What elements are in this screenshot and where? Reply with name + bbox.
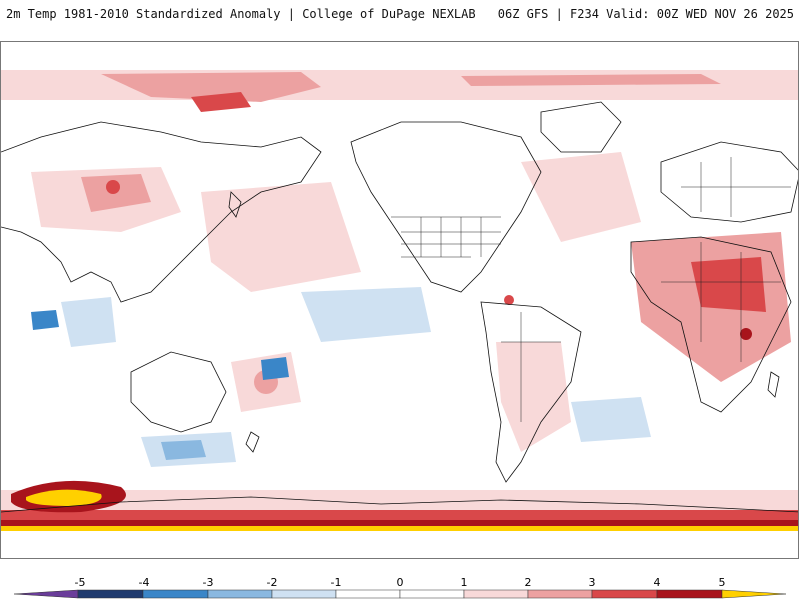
antarctic-max-band xyxy=(1,526,798,531)
coast-south-america xyxy=(480,301,582,483)
colorbar-tick-pos1: 1 xyxy=(460,576,468,589)
arctic-strong-patch xyxy=(191,92,251,112)
colorbar-tick-neg2: -2 xyxy=(266,576,278,589)
colorbar-tick-pos3: 3 xyxy=(588,576,596,589)
coast-asia xyxy=(1,121,322,303)
colorbar-seg-neg3 xyxy=(142,589,209,599)
arctic-right-patch xyxy=(461,74,721,86)
colorbar-tick-pos5: 5 xyxy=(718,576,726,589)
colorbar-seg-neutral-b xyxy=(399,589,465,599)
coast-madagascar xyxy=(767,371,780,398)
colorbar-tick-neg4: -4 xyxy=(138,576,150,589)
colorbar: -5 -4 -3 -2 -1 0 1 2 3 4 5 xyxy=(0,570,800,600)
pacific-warm-area xyxy=(201,182,361,292)
coast-antarctica xyxy=(1,496,798,513)
colorbar-seg-pos3 xyxy=(591,589,658,599)
colorbar-seg-neg1 xyxy=(271,589,337,599)
colorbar-tick-neg1: -1 xyxy=(330,576,342,589)
antarctic-max-blob-inner xyxy=(26,489,102,506)
coast-japan xyxy=(228,191,242,218)
indian-ocean-cool xyxy=(61,297,116,347)
header: 2m Temp 1981-2010 Standardized Anomaly |… xyxy=(0,0,800,30)
colorbar-tick-neg5: -5 xyxy=(74,576,86,589)
anomaly-map xyxy=(0,41,799,559)
antarctic-extreme-band xyxy=(1,520,798,526)
colorbar-seg-pos2 xyxy=(527,589,593,599)
coast-north-america xyxy=(350,121,542,293)
colorbar-seg-pos4 xyxy=(656,589,723,599)
colorbar-seg-neg4 xyxy=(77,589,144,599)
cool-spot-2 xyxy=(261,357,289,380)
colorbar-seg-neutral-a xyxy=(335,589,401,599)
colorbar-graphic xyxy=(13,589,787,599)
pacific-cool-area xyxy=(301,287,431,342)
border-us-states-2 xyxy=(401,231,501,245)
africa-hot-core xyxy=(691,257,766,312)
colorbar-arrow-right xyxy=(721,589,787,599)
colorbar-seg-pos1 xyxy=(463,589,529,599)
coast-europe xyxy=(660,141,798,223)
colorbar-tick-neg3: -3 xyxy=(202,576,214,589)
colorbar-seg-neg2 xyxy=(207,589,273,599)
atlantic-warm-area xyxy=(521,152,641,242)
east-africa-hotspot xyxy=(740,328,752,340)
border-africa-1 xyxy=(661,242,781,362)
coast-new-zealand xyxy=(245,431,260,453)
cool-spot-1 xyxy=(161,440,206,460)
map-title: 2m Temp 1981-2010 Standardized Anomaly |… xyxy=(6,7,476,21)
political-borders xyxy=(391,157,791,422)
atlantic-cool xyxy=(571,397,651,442)
coast-greenland xyxy=(540,101,622,153)
map-canvas xyxy=(1,70,798,558)
coastlines xyxy=(1,101,798,513)
lower-band xyxy=(1,531,798,558)
border-europe xyxy=(681,157,791,217)
colorbar-tick-zero: 0 xyxy=(396,576,404,589)
border-us-states-1 xyxy=(420,217,482,257)
south-america-hotspot xyxy=(504,295,514,305)
south-america-warm xyxy=(496,342,571,452)
coast-africa xyxy=(630,236,792,413)
border-south-america xyxy=(501,312,561,422)
colorbar-tick-pos4: 4 xyxy=(653,576,661,589)
coast-australia xyxy=(130,351,227,433)
colorbar-arrow-left xyxy=(13,589,79,599)
colorbar-tick-pos2: 2 xyxy=(524,576,532,589)
asia-hotspot xyxy=(106,180,120,194)
cool-spot-3 xyxy=(31,310,59,330)
arctic-warm-patch xyxy=(101,72,321,102)
model-run-info: 06Z GFS | F234 Valid: 00Z WED NOV 26 202… xyxy=(497,7,794,21)
